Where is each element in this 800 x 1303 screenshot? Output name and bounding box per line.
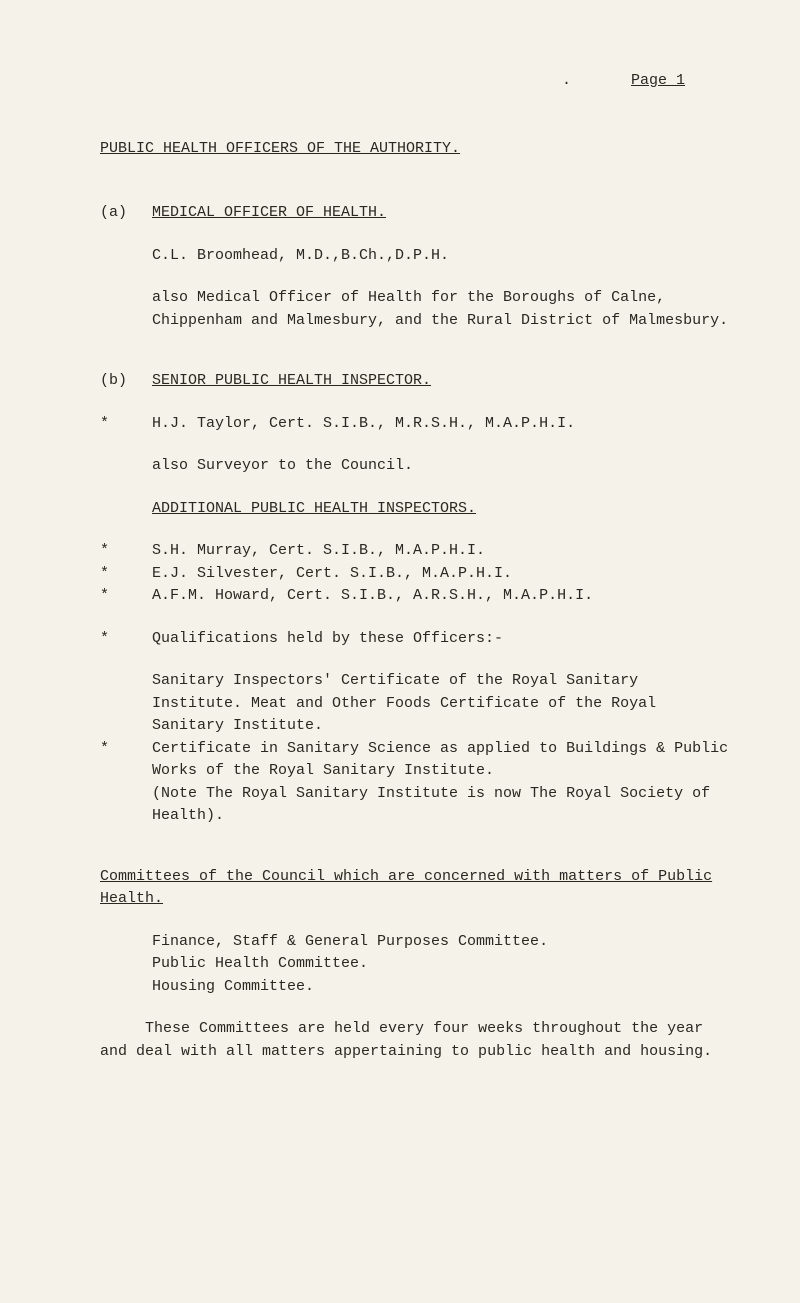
final-text: These Committees are held every four wee… bbox=[100, 1020, 712, 1060]
add2-text: E.J. Silvester, Cert. S.I.B., M.A.P.H.I. bbox=[152, 563, 735, 586]
cert-marker: * bbox=[100, 738, 152, 761]
committees-list: Finance, Staff & General Purposes Commit… bbox=[152, 931, 735, 999]
item2-text: also Surveyor to the Council. bbox=[152, 455, 735, 478]
qual-marker: * bbox=[100, 628, 152, 651]
section-b-heading: SENIOR PUBLIC HEALTH INSPECTOR. bbox=[152, 372, 431, 389]
item1-text: H.J. Taylor, Cert. S.I.B., M.R.S.H., M.A… bbox=[152, 413, 735, 436]
item1-marker: * bbox=[100, 413, 152, 436]
add1-text: S.H. Murray, Cert. S.I.B., M.A.P.H.I. bbox=[152, 540, 735, 563]
note-text: (Note The Royal Sanitary Institute is no… bbox=[152, 783, 735, 828]
qual-text: Qualifications held by these Officers:- bbox=[152, 628, 735, 651]
committee-line1: Finance, Staff & General Purposes Commit… bbox=[152, 931, 735, 954]
qual-para: Sanitary Inspectors' Certificate of the … bbox=[152, 670, 735, 738]
add2-marker: * bbox=[100, 563, 152, 586]
section-b-marker: (b) bbox=[100, 370, 152, 393]
section-a-heading: MEDICAL OFFICER OF HEALTH. bbox=[152, 204, 386, 221]
committee-line3: Housing Committee. bbox=[152, 976, 735, 999]
additional-heading: ADDITIONAL PUBLIC HEALTH INSPECTORS. bbox=[152, 500, 476, 517]
section-a-line1: C.L. Broomhead, M.D.,B.Ch.,D.P.H. bbox=[152, 245, 735, 268]
page-dot: . bbox=[562, 70, 571, 93]
main-title: PUBLIC HEALTH OFFICERS OF THE AUTHORITY. bbox=[100, 138, 735, 161]
add3-marker: * bbox=[100, 585, 152, 608]
page-number: . Page 1 bbox=[100, 70, 685, 93]
section-a-line2: also Medical Officer of Health for the B… bbox=[152, 287, 735, 332]
committees-title: Committees of the Council which are conc… bbox=[100, 866, 735, 911]
section-a: (a) MEDICAL OFFICER OF HEALTH. C.L. Broo… bbox=[100, 202, 735, 332]
final-paragraph: These Committees are held every four wee… bbox=[100, 1018, 735, 1063]
section-b: (b) SENIOR PUBLIC HEALTH INSPECTOR. * H.… bbox=[100, 370, 735, 828]
cert-text: Certificate in Sanitary Science as appli… bbox=[152, 738, 735, 783]
add3-text: A.F.M. Howard, Cert. S.I.B., A.R.S.H., M… bbox=[152, 585, 735, 608]
section-a-marker: (a) bbox=[100, 202, 152, 225]
add1-marker: * bbox=[100, 540, 152, 563]
committee-line2: Public Health Committee. bbox=[152, 953, 735, 976]
page-label: Page 1 bbox=[631, 72, 685, 89]
